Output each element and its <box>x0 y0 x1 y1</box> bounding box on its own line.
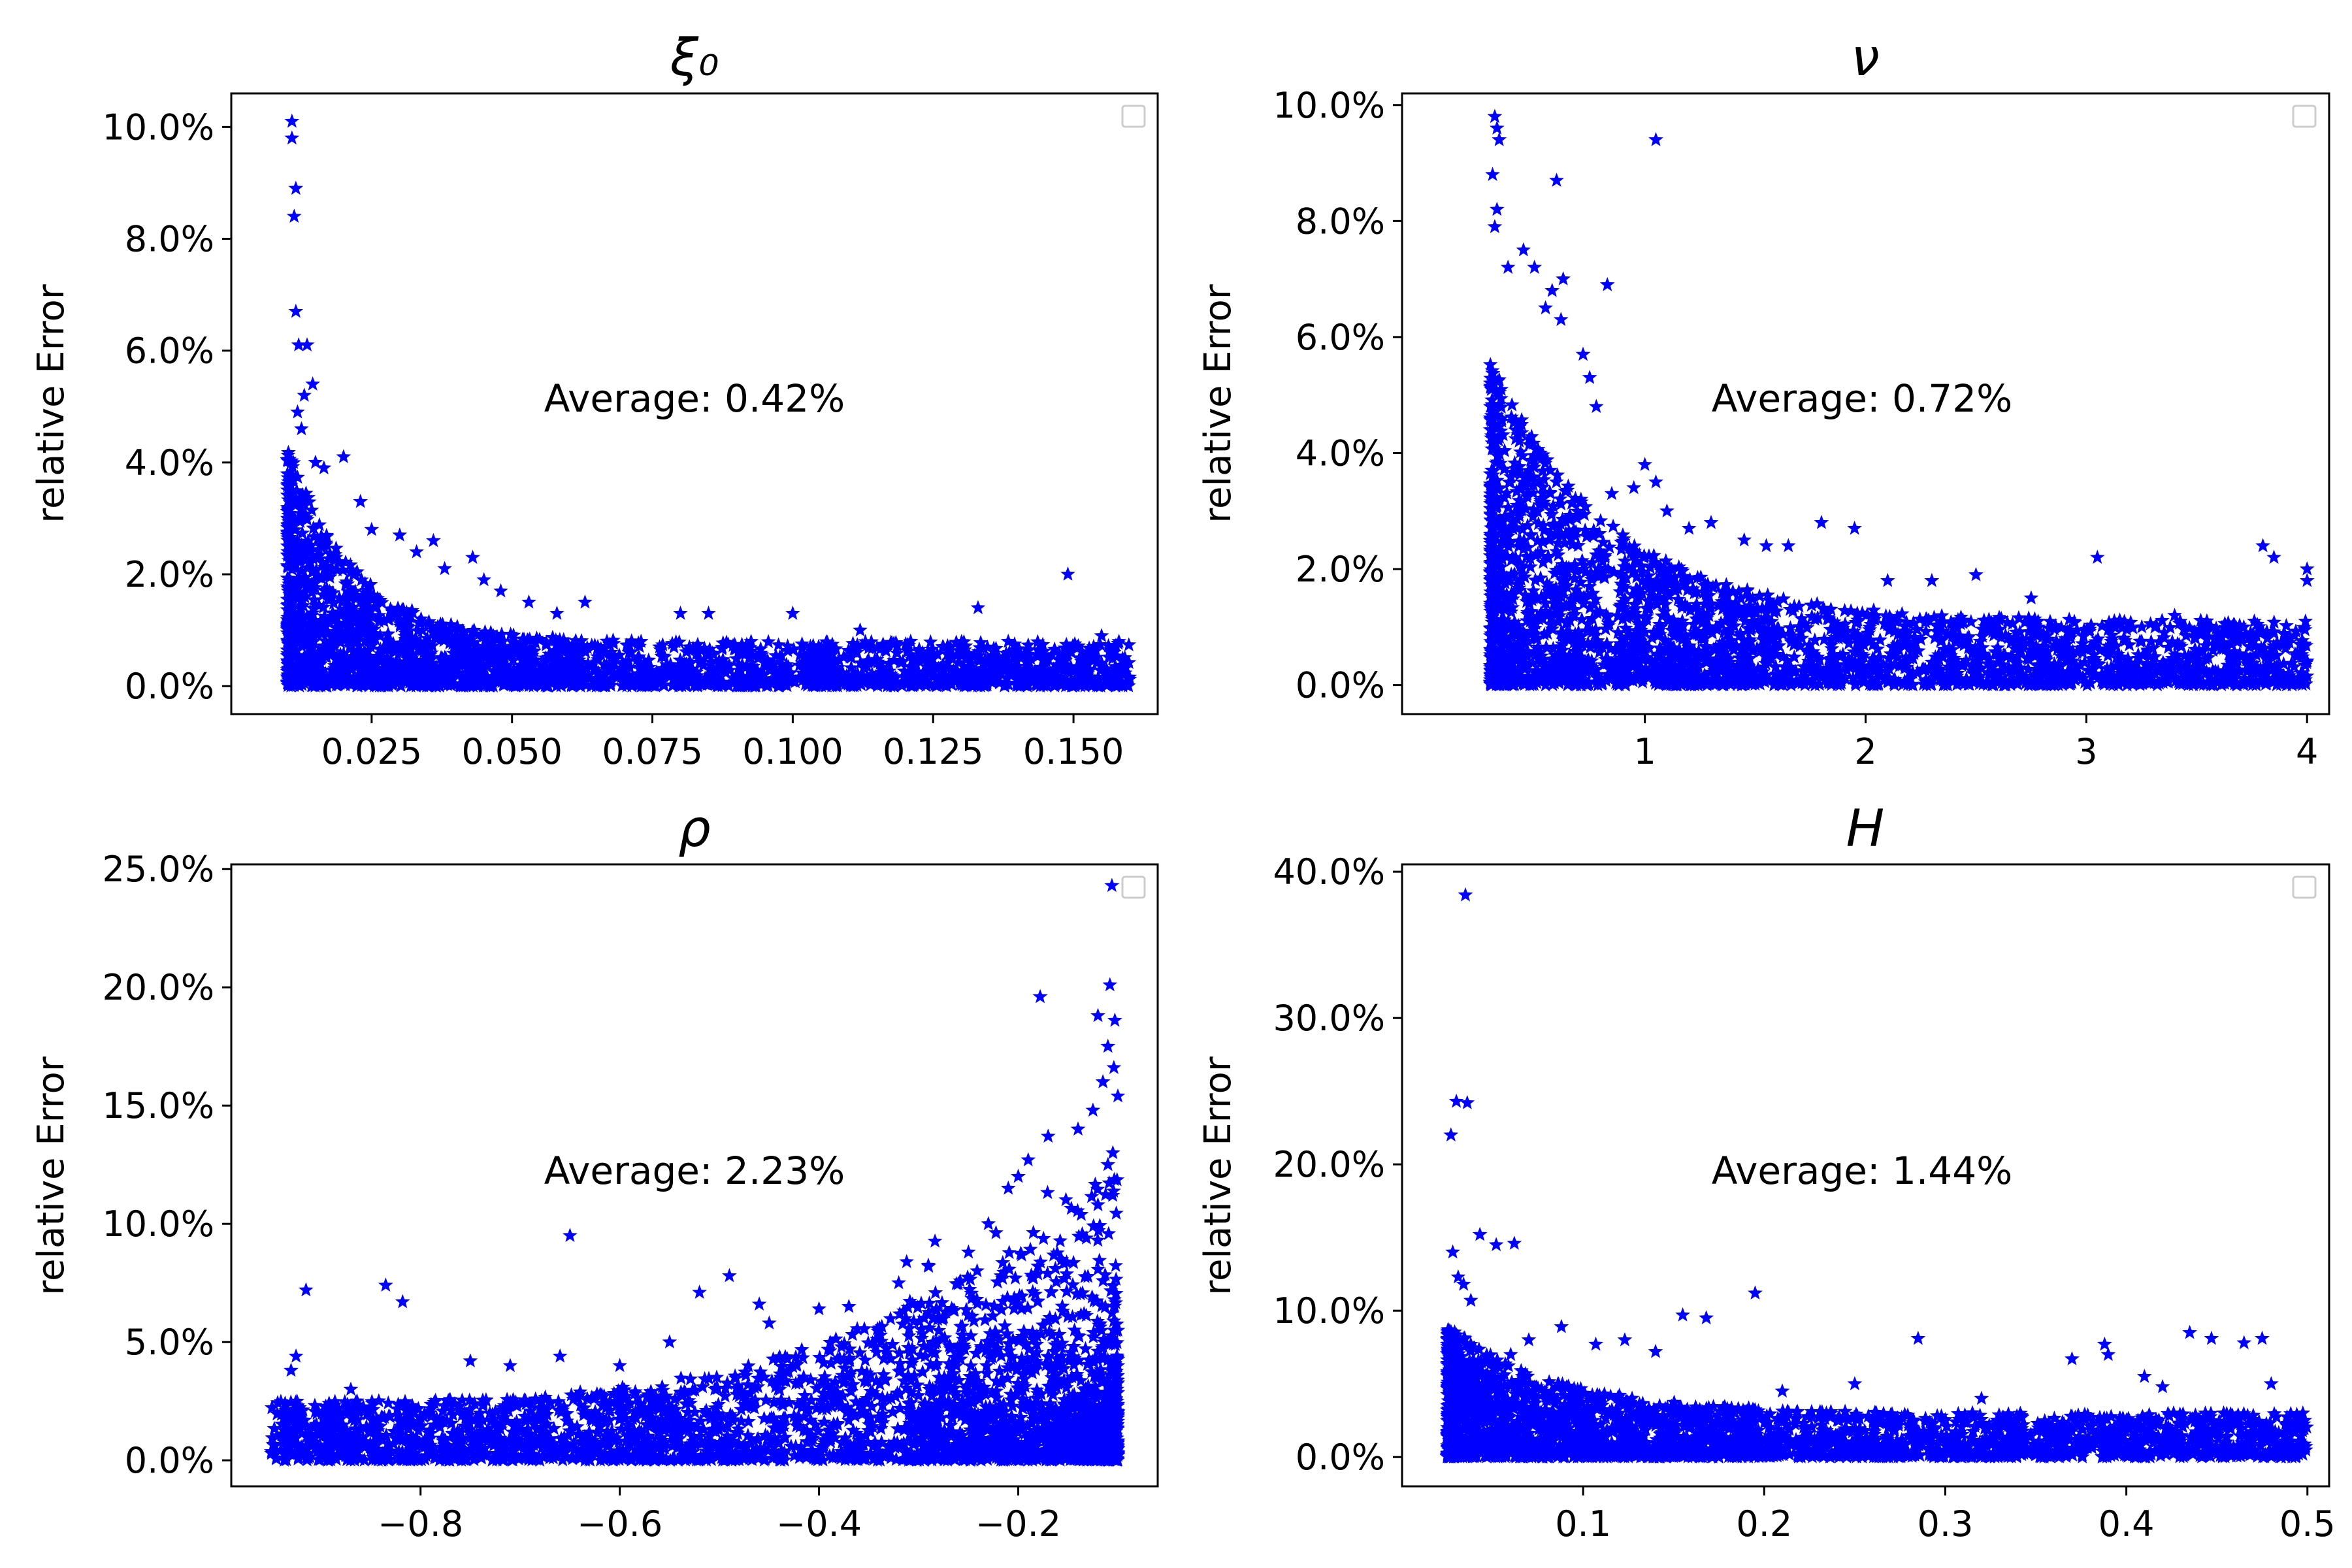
average-annotation: Average: 1.44% <box>1712 1149 2012 1193</box>
y-tick-label: 8.0% <box>1296 201 1385 242</box>
x-tick-label: 0.150 <box>1023 731 1124 772</box>
subplot-title: ν <box>1851 29 1880 88</box>
y-tick-label: 4.0% <box>1296 433 1385 474</box>
x-tick-label: 0.4 <box>2099 1503 2155 1544</box>
scatter-series <box>1439 887 2314 1463</box>
x-tick-label: −0.6 <box>577 1503 662 1544</box>
x-tick-label: 4 <box>2296 731 2318 772</box>
scatter-series <box>280 113 1137 693</box>
y-tick-label: 10.0% <box>1273 85 1385 126</box>
y-tick-label: 10.0% <box>1273 1290 1385 1331</box>
plot-area-frame <box>230 92 1159 715</box>
y-tick-label: 6.0% <box>1296 317 1385 358</box>
x-tick-label: 2 <box>1854 731 1876 772</box>
x-tick-label: 0.2 <box>1736 1503 1792 1544</box>
scatter-series <box>263 877 1126 1467</box>
y-tick-label: 0.0% <box>1296 1437 1385 1478</box>
y-tick-label: 4.0% <box>125 442 214 483</box>
x-tick-label: 0.1 <box>1555 1503 1611 1544</box>
scatter-points <box>1439 887 2314 1463</box>
x-tick-label: 3 <box>2075 731 2097 772</box>
y-tick-label: 15.0% <box>102 1085 214 1126</box>
x-tick-label: 0.5 <box>2279 1503 2336 1544</box>
subplot-h: H relative Error Average: 1.44% 0.1 0.2 0.… <box>1197 800 2336 1544</box>
y-tick-label: 20.0% <box>1273 1144 1385 1185</box>
y-tick-label: 0.0% <box>125 666 214 707</box>
y-tick-label: 0.0% <box>1296 665 1385 706</box>
legend-box <box>1121 875 1146 899</box>
average-annotation: Average: 0.42% <box>544 376 845 421</box>
x-tick-label: −0.8 <box>378 1503 463 1544</box>
y-tick-label: 30.0% <box>1273 998 1385 1039</box>
legend-box <box>2292 875 2317 899</box>
y-tick-label: 40.0% <box>1273 851 1385 892</box>
y-tick-label: 2.0% <box>1296 549 1385 590</box>
subplot-xi0: ξ₀ relative Error Average: 0.42% 0.025 0.… <box>30 29 1159 772</box>
subplot-rho: ρ relative Error Average: 2.23% −0.8 −0.6… <box>30 800 1159 1544</box>
scatter-points <box>263 877 1126 1467</box>
scatter-points <box>1482 108 2315 692</box>
x-tick-label: 0.100 <box>742 731 843 772</box>
subplot-title: H <box>1846 800 1885 858</box>
scatter-points <box>280 113 1137 693</box>
y-tick-label: 0.0% <box>125 1440 214 1481</box>
average-annotation: Average: 0.72% <box>1712 376 2012 421</box>
y-axis-label: relative Error <box>1197 284 1239 523</box>
axis-ticks: 0.025 0.050 0.075 0.100 0.125 0.150 0.0% 2.0% 4.… <box>102 106 1124 772</box>
y-tick-label: 20.0% <box>102 967 214 1008</box>
y-tick-label: 8.0% <box>125 219 214 260</box>
y-tick-label: 5.0% <box>125 1322 214 1363</box>
x-tick-label: 0.075 <box>602 731 703 772</box>
axis-ticks: 0.1 0.2 0.3 0.4 0.5 0.0% 10.0% 20.0% 30.0% 40.0% <box>1273 851 2335 1544</box>
y-axis-label: relative Error <box>1197 1056 1239 1296</box>
plot-area-frame <box>1401 863 2330 1488</box>
axis-ticks: −0.8 −0.6 −0.4 −0.2 0.0% 5.0% 10.0% 15.0% 20.0% 2… <box>102 849 1061 1544</box>
average-annotation: Average: 2.23% <box>544 1149 845 1193</box>
subplot-title: ρ <box>678 800 711 858</box>
subplot-title: ξ₀ <box>670 29 719 88</box>
legend-box <box>2292 105 2317 128</box>
plot-area-frame <box>230 863 1159 1488</box>
y-tick-label: 10.0% <box>102 106 214 148</box>
legend-box <box>1121 105 1146 128</box>
x-tick-label: 0.050 <box>461 731 563 772</box>
x-tick-label: −0.4 <box>776 1503 862 1544</box>
y-axis-label: relative Error <box>30 1056 73 1296</box>
x-tick-label: 0.125 <box>883 731 984 772</box>
x-tick-label: 1 <box>1633 731 1656 772</box>
x-tick-label: 0.025 <box>321 731 423 772</box>
scatter-series <box>1482 108 2315 692</box>
y-tick-label: 6.0% <box>125 331 214 372</box>
y-axis-label: relative Error <box>30 284 73 523</box>
axis-ticks: 1 2 3 4 0.0% 2.0% 4.0% 6.0% 8.0% 10.0% <box>1273 85 2318 772</box>
y-tick-label: 2.0% <box>125 554 214 595</box>
subplot-nu: ν relative Error Average: 0.72% 1 2 3 4 0.0%… <box>1197 29 2330 772</box>
y-tick-label: 25.0% <box>102 849 214 890</box>
x-tick-label: 0.3 <box>1918 1503 1974 1544</box>
y-tick-label: 10.0% <box>102 1203 214 1245</box>
x-tick-label: −0.2 <box>975 1503 1061 1544</box>
